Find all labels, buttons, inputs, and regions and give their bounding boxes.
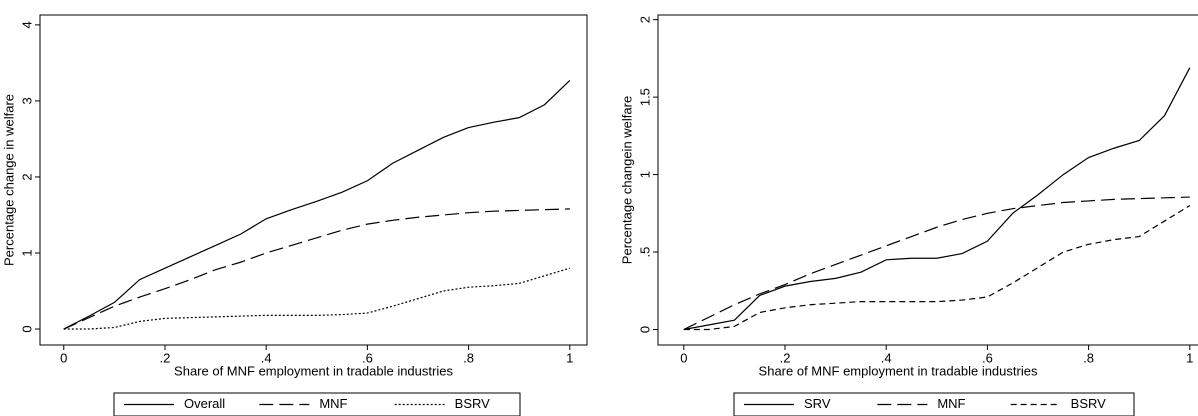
legend-label: SRV (804, 396, 831, 411)
legend-label: BSRV (455, 396, 490, 411)
x-tick-label: .4 (881, 350, 892, 365)
x-axis-label: Share of MNF employment in tradable indu… (759, 363, 1038, 378)
legend-label: MNF (319, 396, 347, 411)
y-tick-label: 1 (637, 171, 652, 178)
x-tick-label: .8 (1083, 350, 1094, 365)
x-tick-label: 1 (566, 350, 573, 365)
x-tick-label: .2 (160, 350, 171, 365)
y-tick-label: 2 (19, 173, 34, 180)
y-tick-label: 1.5 (637, 88, 652, 106)
y-tick-label: 0 (637, 326, 652, 333)
y-tick-label: 1 (19, 249, 34, 256)
y-tick-label: 0 (19, 325, 34, 332)
x-tick-label: 0 (680, 350, 687, 365)
y-tick-label: .5 (637, 247, 652, 258)
legend-label: BSRV (1071, 396, 1106, 411)
legend-box (113, 392, 521, 416)
plot-frame (39, 14, 588, 346)
series-line (63, 208, 570, 330)
y-tick-label: 2 (637, 16, 652, 23)
x-tick-label: .6 (982, 350, 993, 365)
series-line (63, 267, 570, 330)
x-tick-label: 0 (60, 350, 67, 365)
y-axis-label: Percentage change in welfare (1, 94, 16, 266)
series-line (683, 67, 1191, 331)
plot-frame (657, 14, 1198, 346)
series-line (63, 79, 571, 330)
x-tick-label: .2 (780, 350, 791, 365)
x-tick-label: .6 (362, 350, 373, 365)
y-tick-label: 4 (19, 21, 34, 28)
x-axis-label: Share of MNF employment in tradable indu… (174, 363, 453, 378)
legend-box (733, 392, 1135, 416)
legend-label: MNF (937, 396, 965, 411)
y-tick-label: 3 (19, 97, 34, 104)
legend-label: Overall (184, 396, 225, 411)
x-tick-label: .4 (261, 350, 272, 365)
y-axis-label: Percentage changein welfare (619, 96, 634, 264)
x-tick-label: 1 (1186, 350, 1193, 365)
series-line (683, 205, 1191, 331)
x-tick-label: .8 (463, 350, 474, 365)
series-line (683, 196, 1190, 331)
